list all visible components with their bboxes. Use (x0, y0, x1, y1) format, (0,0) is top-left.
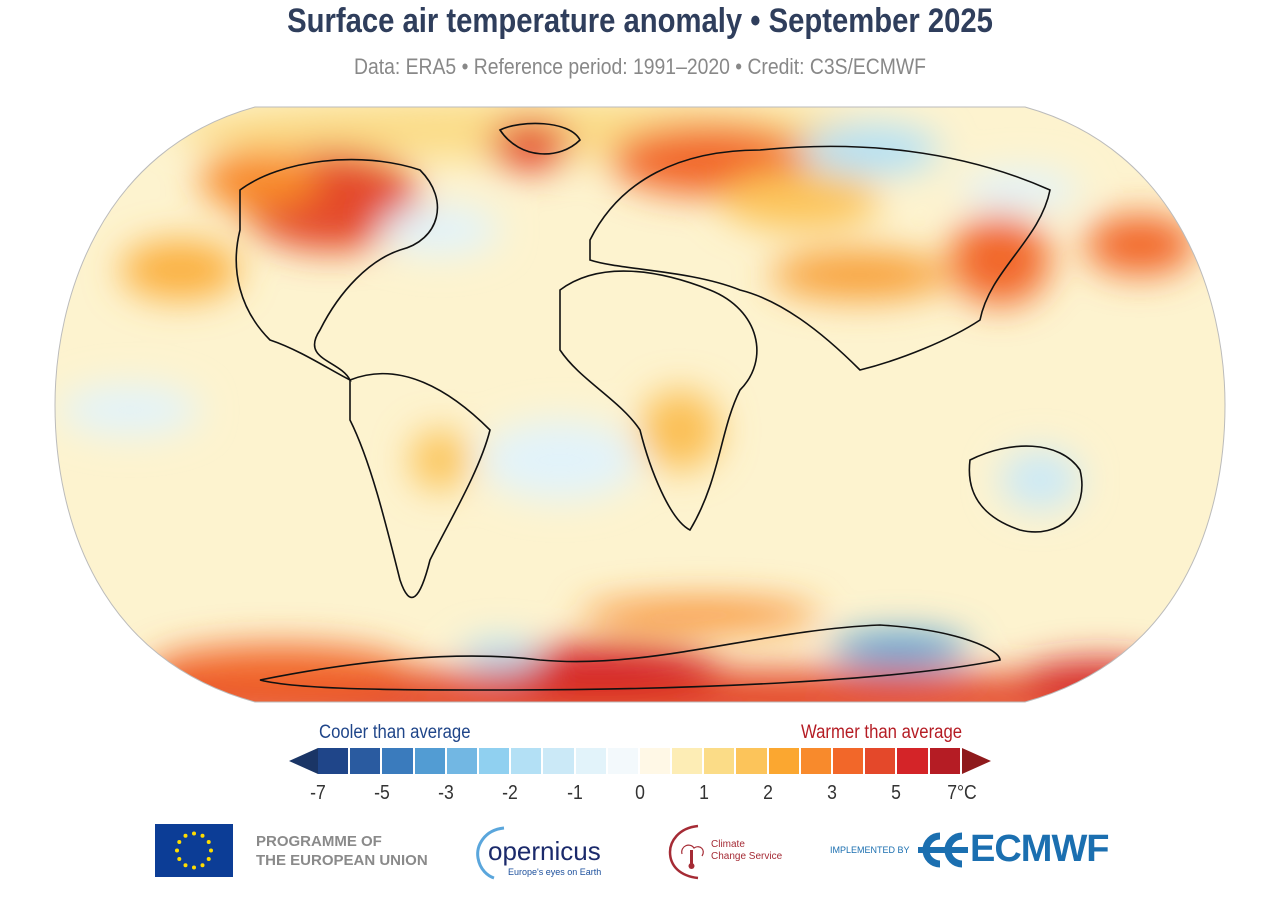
c3s-line1: Climate (711, 839, 745, 850)
eu-line2: THE EUROPEAN UNION (256, 852, 428, 869)
colorbar-swatch (511, 748, 542, 774)
colorbar-swatch (478, 748, 510, 774)
ecmwf-wordmark: ECMWF (970, 828, 1110, 870)
colorbar-tick-label: 3 (827, 782, 837, 804)
copernicus-logo: opernicus Europe's eyes on Earth (474, 824, 634, 880)
colorbar-tick-label: -2 (502, 782, 518, 804)
thermometer-cloud-icon (668, 824, 704, 880)
colorbar-swatch (575, 748, 606, 774)
colorbar-swatch (800, 748, 831, 774)
colorbar-swatch (607, 748, 638, 774)
anomaly-field (55, 107, 1225, 702)
colorbar-swatch (736, 748, 767, 774)
colorbar-swatch (446, 748, 477, 774)
colorbar-tick-label: -1 (567, 782, 583, 804)
colorbar-tick-label: 2 (763, 782, 773, 804)
implemented-by-label: IMPLEMENTED BY (830, 845, 910, 855)
eu-line1: PROGRAMME OF (256, 833, 382, 850)
colorbar-tick-label: -3 (438, 782, 454, 804)
colorbar-tick-label: 0 (635, 782, 645, 804)
map-border (54, 106, 1226, 703)
colorbar-swatch (672, 748, 703, 774)
colorbar-tick-label: 5 (891, 782, 901, 804)
colorbar-swatch (768, 748, 799, 774)
colorbar-swatch (543, 748, 574, 774)
copernicus-wordmark: opernicus (488, 836, 601, 866)
colorbar (318, 748, 962, 774)
copernicus-tagline: Europe's eyes on Earth (508, 867, 602, 877)
colorbar-swatch (865, 748, 896, 774)
colorbar-swatch (704, 748, 735, 774)
colorbar-extend-low (289, 748, 318, 774)
c3s-logo: Climate Change Service (668, 824, 808, 880)
colorbar-swatch (350, 748, 381, 774)
coastlines (235, 122, 1083, 691)
copernicus-arc-icon (476, 826, 505, 880)
warmer-label: Warmer than average (800, 722, 962, 743)
colorbar-tick-label: -7 (310, 782, 326, 804)
colorbar-swatch (318, 748, 349, 774)
colorbar-swatch (639, 748, 671, 774)
ecmwf-mark-icon (918, 832, 968, 868)
cooler-label: Cooler than average (319, 722, 471, 743)
eu-flag-logo (155, 824, 233, 877)
anomaly-map (54, 106, 1226, 703)
eu-programme-text: PROGRAMME OF THE EUROPEAN UNION (256, 832, 428, 870)
colorbar-tick-label: 1 (699, 782, 709, 804)
c3s-line2: Change Service (711, 851, 783, 862)
colorbar-extend-high (962, 748, 991, 774)
colorbar-swatch (382, 748, 413, 774)
eu-stars-icon (175, 831, 213, 870)
colorbar-tick-label: -5 (374, 782, 390, 804)
page-title: Surface air temperature anomaly • Septem… (287, 2, 993, 40)
colorbar-tick-label: 7°C (947, 782, 977, 804)
colorbar-swatch (414, 748, 445, 774)
colorbar-swatch (929, 748, 960, 774)
colorbar-swatch (897, 748, 928, 774)
colorbar-swatch (833, 748, 864, 774)
page-subtitle: Data: ERA5 • Reference period: 1991–2020… (353, 54, 927, 79)
